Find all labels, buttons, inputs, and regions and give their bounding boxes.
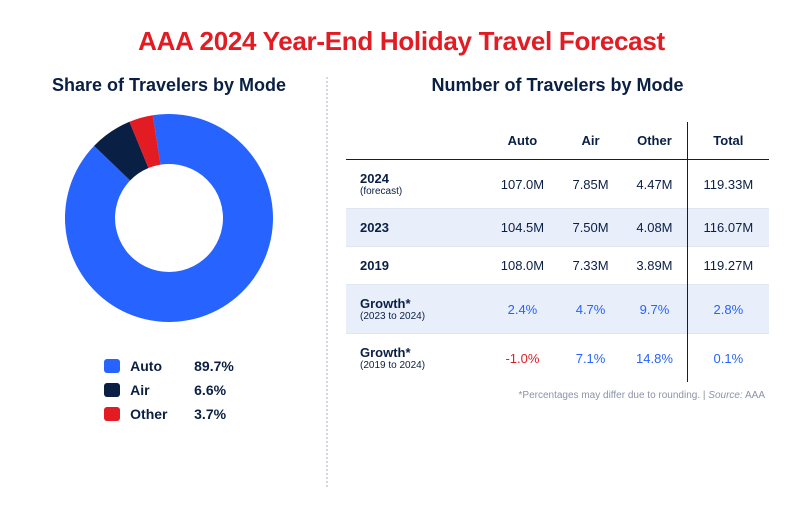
- legend-row-other: Other3.7%: [104, 402, 234, 426]
- row-head-sub: (2023 to 2024): [360, 311, 480, 322]
- legend-value: 6.6%: [194, 378, 226, 402]
- row-head-sub: (forecast): [360, 186, 480, 197]
- left-panel: Share of Travelers by Mode Auto89.7%Air6…: [34, 67, 314, 497]
- row-head: Growth*(2023 to 2024): [346, 285, 486, 334]
- table-cell: 3.89M: [622, 247, 687, 285]
- table-cell: 2.8%: [687, 285, 769, 334]
- table-cell: 0.1%: [687, 334, 769, 383]
- content-row: Share of Travelers by Mode Auto89.7%Air6…: [34, 67, 769, 497]
- table-title: Number of Travelers by Mode: [346, 75, 769, 96]
- table-cell: 108.0M: [486, 247, 559, 285]
- table-cell: 119.33M: [687, 160, 769, 209]
- row-head: 2023: [346, 209, 486, 247]
- table-row: Growth*(2019 to 2024)-1.0%7.1%14.8%0.1%: [346, 334, 769, 383]
- table-cell: 2.4%: [486, 285, 559, 334]
- travelers-table: AutoAirOtherTotal2024(forecast)107.0M7.8…: [346, 122, 769, 382]
- donut-legend: Auto89.7%Air6.6%Other3.7%: [104, 354, 234, 426]
- footnote-text: *Percentages may differ due to rounding.…: [519, 390, 709, 401]
- panel-divider: [326, 77, 328, 487]
- table-cell: 9.7%: [622, 285, 687, 334]
- table-cell: 7.1%: [559, 334, 622, 383]
- table-cell: 14.8%: [622, 334, 687, 383]
- row-head-main: Growth*: [360, 296, 411, 311]
- table-row: Growth*(2023 to 2024)2.4%4.7%9.7%2.8%: [346, 285, 769, 334]
- legend-row-auto: Auto89.7%: [104, 354, 234, 378]
- page-title: AAA 2024 Year-End Holiday Travel Forecas…: [34, 26, 769, 57]
- row-head-main: 2019: [360, 258, 389, 273]
- table-cell: 107.0M: [486, 160, 559, 209]
- legend-value: 89.7%: [194, 354, 234, 378]
- table-header-total: Total: [687, 122, 769, 160]
- row-head: 2019: [346, 247, 486, 285]
- table-cell: 4.7%: [559, 285, 622, 334]
- legend-row-air: Air6.6%: [104, 378, 234, 402]
- table-header-blank: [346, 122, 486, 160]
- row-head: Growth*(2019 to 2024): [346, 334, 486, 383]
- legend-swatch: [104, 383, 120, 397]
- table-cell: 4.47M: [622, 160, 687, 209]
- donut-chart: [65, 114, 273, 322]
- footnote-source: AAA: [743, 390, 765, 401]
- row-head-main: Growth*: [360, 345, 411, 360]
- table-footnote: *Percentages may differ due to rounding.…: [346, 390, 769, 401]
- footnote-source-label: Source:: [708, 390, 742, 401]
- row-head: 2024(forecast): [346, 160, 486, 209]
- legend-swatch: [104, 407, 120, 421]
- row-head-main: 2024: [360, 171, 389, 186]
- table-header-other: Other: [622, 122, 687, 160]
- table-cell: 7.50M: [559, 209, 622, 247]
- legend-swatch: [104, 359, 120, 373]
- row-head-sub: (2019 to 2024): [360, 360, 480, 371]
- page: AAA 2024 Year-End Holiday Travel Forecas…: [0, 0, 803, 511]
- legend-label: Air: [130, 378, 194, 402]
- legend-label: Other: [130, 402, 194, 426]
- table-row: 2024(forecast)107.0M7.85M4.47M119.33M: [346, 160, 769, 209]
- row-head-main: 2023: [360, 220, 389, 235]
- table-cell: -1.0%: [486, 334, 559, 383]
- table-cell: 7.33M: [559, 247, 622, 285]
- table-cell: 4.08M: [622, 209, 687, 247]
- table-header-row: AutoAirOtherTotal: [346, 122, 769, 160]
- table-cell: 119.27M: [687, 247, 769, 285]
- table-cell: 7.85M: [559, 160, 622, 209]
- legend-label: Auto: [130, 354, 194, 378]
- legend-value: 3.7%: [194, 402, 226, 426]
- table-cell: 104.5M: [486, 209, 559, 247]
- table-row: 2019 108.0M7.33M3.89M119.27M: [346, 247, 769, 285]
- table-row: 2023 104.5M7.50M4.08M116.07M: [346, 209, 769, 247]
- table-header-auto: Auto: [486, 122, 559, 160]
- donut-title: Share of Travelers by Mode: [34, 75, 304, 96]
- table-cell: 116.07M: [687, 209, 769, 247]
- donut-wrap: [34, 114, 304, 322]
- right-panel: Number of Travelers by Mode AutoAirOther…: [340, 67, 769, 497]
- table-header-air: Air: [559, 122, 622, 160]
